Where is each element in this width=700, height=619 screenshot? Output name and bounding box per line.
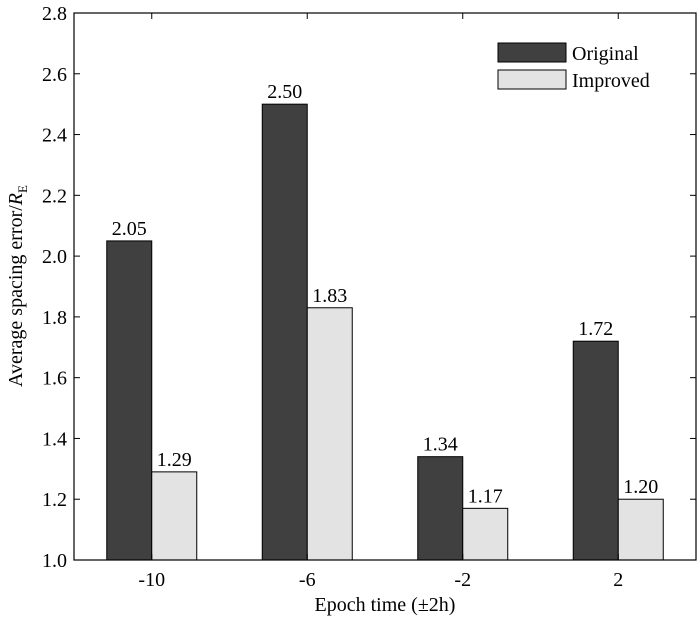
data-label-original-3: 1.72: [578, 318, 613, 340]
legend-label-improved: Improved: [572, 70, 650, 92]
legend-swatch-improved: [497, 69, 567, 90]
x-tick-label: -10: [138, 569, 165, 591]
data-label-original-0: 2.05: [112, 218, 147, 240]
y-tick-label: 2.0: [42, 246, 67, 268]
x-axis: -10 -6 -2 2: [138, 13, 623, 591]
data-label-original-2: 1.34: [423, 434, 458, 456]
bars: [106, 103, 664, 561]
data-labels: 2.05 1.29 2.50 1.83 1.34 1.17 1.72 1.20: [112, 81, 659, 507]
bar-original-2: [417, 456, 464, 561]
y-axis-title: Average spacing error/RE: [5, 185, 30, 387]
y-axis-title-symbol: R: [5, 193, 27, 206]
legend-swatch-original: [497, 42, 567, 63]
data-label-improved-3: 1.20: [623, 476, 658, 498]
bar-original-1: [261, 103, 308, 561]
y-axis-title-subscript: E: [15, 185, 30, 193]
legend: Original Improved: [497, 42, 650, 92]
y-tick-label: 1.4: [42, 428, 67, 450]
data-label-improved-0: 1.29: [157, 449, 192, 471]
y-tick-label: 2.2: [42, 185, 67, 207]
y-axis: 1.0 1.2 1.4 1.6 1.8 2.0 2.2 2.4 2.6 2.8: [42, 3, 696, 572]
data-label-improved-2: 1.17: [468, 485, 503, 507]
plot-frame: [73, 12, 697, 561]
x-tick-label: -2: [454, 569, 471, 591]
y-tick-label: 1.2: [42, 489, 67, 511]
y-axis-title-prefix: Average spacing error/: [5, 205, 27, 387]
x-axis-title: Epoch time (±2h): [315, 594, 456, 616]
bar-improved-1: [306, 307, 353, 561]
y-tick-label: 2.6: [42, 64, 67, 86]
y-tick-label: 2.8: [42, 3, 67, 25]
data-label-improved-1: 1.83: [312, 285, 347, 307]
bar-improved-3: [617, 498, 664, 561]
x-tick-label: 2: [613, 569, 623, 591]
bar-original-0: [106, 240, 153, 561]
y-tick-label: 1.6: [42, 368, 67, 390]
bar-original-3: [572, 340, 619, 561]
y-tick-label: 2.4: [42, 125, 67, 147]
data-label-original-1: 2.50: [267, 81, 302, 103]
bar-improved-2: [462, 507, 509, 561]
y-tick-label: 1.8: [42, 307, 67, 329]
x-tick-label: -6: [299, 569, 316, 591]
legend-label-original: Original: [572, 43, 639, 65]
bar-improved-0: [151, 471, 198, 561]
y-tick-label: 1.0: [42, 550, 67, 572]
